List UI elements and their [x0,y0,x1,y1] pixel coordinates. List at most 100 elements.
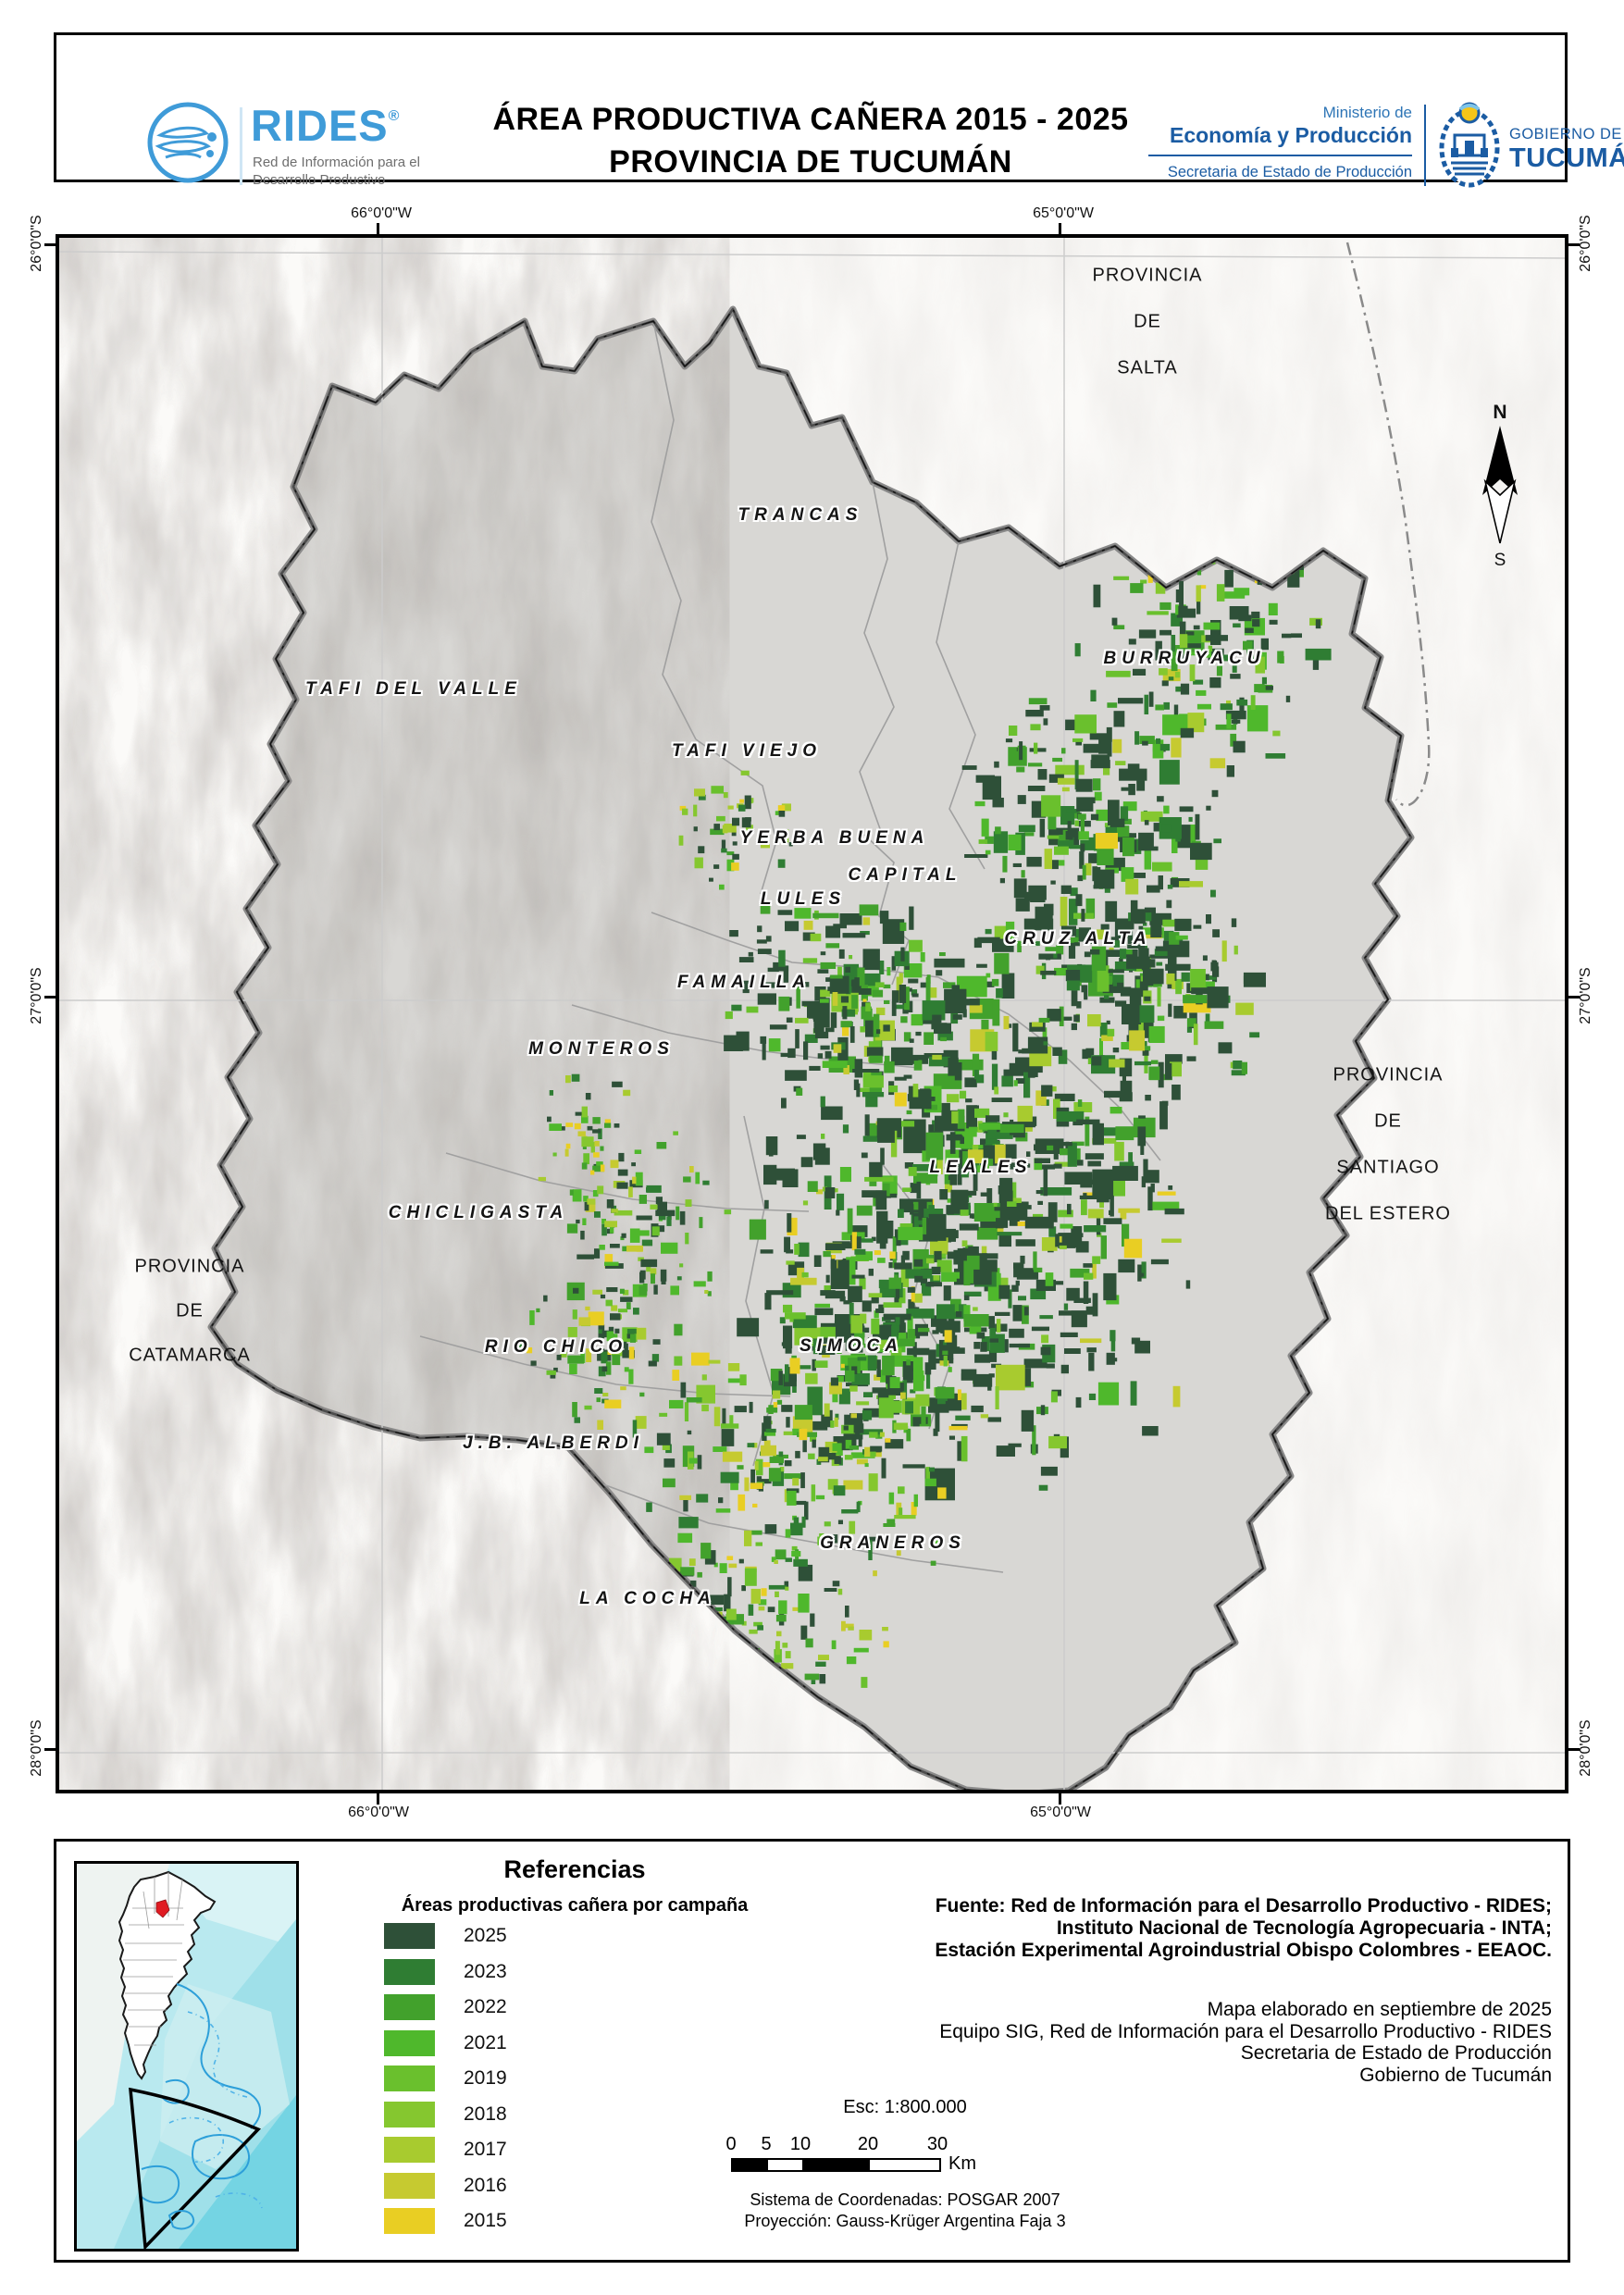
header-bar: RIDES® Red de Información para el Desarr… [54,32,1624,188]
scalebar-segment [802,2160,870,2170]
neighbor-province-label: PROVINCIA [1333,1064,1444,1085]
longitude-label: 65°0'0"W [1033,205,1094,221]
tick-top-66w [377,223,379,234]
tucuman-government-logo: GOBIERNO DE TUCUMÁN [1438,100,1624,192]
map-canvas: N S [59,238,1565,1790]
ministry-line-1: Ministerio de [1322,104,1412,121]
scalebar [731,2158,941,2172]
source-line: Fuente: Red de Información para el Desar… [935,1895,1552,1917]
inset-canvas [77,1864,296,2249]
legend-swatch [384,1923,435,1949]
neighbor-province-label: CATAMARCA [129,1345,251,1366]
legend-swatch [384,2172,435,2199]
legend-title: Referencias [503,1855,646,1883]
department-label: LA COCHA [579,1589,716,1608]
tick-right-26s [1568,243,1580,246]
north-arrow-n-label: N [1493,402,1506,423]
tick-right-27s [1568,996,1580,999]
ministry-line-3: Secretaria de Estado de Producción [1167,164,1412,180]
department-label: GRANEROS [820,1533,966,1553]
scalebar-number: 30 [926,2134,948,2154]
department-label: BURRUYACU [1103,649,1266,668]
ministry-logo: Ministerio de Economía y Producción Secr… [1148,104,1412,181]
legend-year: 2018 [464,2103,507,2125]
tucuman-shield-icon [1439,102,1500,188]
department-label: LEALES [929,1158,1033,1177]
neighbor-province-label: DEL ESTERO [1325,1203,1451,1224]
legend-year: 2021 [464,2031,507,2053]
argentina-inset-map [74,1861,299,2252]
longitude-label: 66°0'0"W [348,1805,409,1820]
department-label: CRUZ ALTA [1004,929,1152,949]
tick-left-27s [44,996,56,999]
inset-island-contour [167,2210,195,2230]
latitude-label: 26°0'0"S [29,215,44,272]
footer-panel: Referencias Áreas productivas cañera por… [54,1839,1570,2263]
longitude-label: 65°0'0"W [1030,1805,1091,1820]
page-title: ÁREA PRODUCTIVA CAÑERA 2015 - 2025 PROVI… [464,102,1158,180]
province-boundary-dashes [210,308,1412,1790]
legend-year: 2017 [464,2139,507,2160]
department-label: TAFI DEL VALLE [305,679,522,699]
department-label: MONTEROS [528,1039,675,1059]
government-divider [1424,105,1426,186]
rides-globe-icon [147,102,229,183]
title-line-2: PROVINCIA DE TUCUMÁN [609,144,1012,180]
rides-tagline-2: Desarrollo Productivo [253,172,386,188]
department-label: LULES [760,889,847,909]
department-label: CHICLIGASTA [388,1203,569,1222]
scalebar-segment [768,2160,802,2170]
latitude-label: 26°0'0"S [1578,215,1593,272]
north-arrow: N S [1482,402,1518,570]
inset-bathymetry-dashed [168,2011,263,2209]
tick-bottom-65w [1059,1793,1061,1805]
scale-text: Esc: 1:800.000 [843,2097,967,2117]
neighbor-province-label: DE [1134,311,1161,332]
ministry-line-2: Economía y Producción [1170,123,1412,147]
government-wordmark: GOBIERNO DE TUCUMÁN [1509,126,1624,174]
inset-antarctic-wedge [129,2087,262,2249]
neighbor-province-label: SANTIAGO [1336,1157,1440,1178]
rides-logo: RIDES® Red de Información para el Desarr… [145,100,497,192]
legend-swatch [384,2029,435,2056]
gov-line-1: GOBIERNO DE [1509,126,1622,143]
scalebar-number: 20 [857,2134,879,2154]
tick-bottom-66w [377,1793,379,1805]
department-label: TAFI VIEJO [671,741,823,761]
north-arrow-s-label: S [1494,551,1506,570]
legend-swatch [384,1958,435,1985]
legend-year: 2023 [464,1960,507,1982]
projection-line: Proyección: Gauss-Krüger Argentina Faja … [744,2212,1066,2230]
department-label: YERBA BUENA [739,828,930,848]
department-label: J.B. ALBERDI [463,1433,644,1453]
elaboration-credits: Mapa elaborado en septiembre de 2025 Equi… [939,1999,1552,2086]
longitude-label: 66°0'0"W [351,205,412,221]
scalebar-unit: Km [948,2153,976,2174]
legend-year: 2015 [464,2210,507,2231]
neighbor-province-label: DE [176,1300,204,1321]
legend-swatch [384,1994,435,2020]
tick-right-28s [1568,1748,1580,1751]
latitude-label: 28°0'0"S [1578,1719,1593,1777]
logo-divider [240,107,242,185]
legend-year: 2019 [464,2067,507,2089]
andes-hillshade-2 [59,238,698,1790]
inset-tucuman-highlight [155,1899,170,1918]
neighbor-province-label: DE [1374,1110,1402,1132]
neighbor-province-label: PROVINCIA [134,1256,245,1277]
gov-line-2: TUCUMÁN [1509,143,1624,173]
credit-line: Gobierno de Tucumán [1359,2064,1552,2086]
crs-line: Sistema de Coordenadas: POSGAR 2007 [750,2190,1060,2209]
credit-line: Mapa elaborado en septiembre de 2025 [1207,1999,1552,2020]
neighbor-province-label: SALTA [1117,357,1178,378]
tick-left-28s [44,1748,56,1751]
legend-year: 2016 [464,2174,507,2196]
department-label: SIMOCA [800,1336,903,1356]
inset-province-lines [122,1872,184,2046]
cane-areas [518,476,1332,1711]
scalebar-number: 5 [761,2134,772,2154]
department-label: TRANCAS [738,505,863,525]
legend-swatch [384,2208,435,2234]
department-label: RIO CHICO [484,1337,628,1357]
legend-swatch [384,2137,435,2163]
